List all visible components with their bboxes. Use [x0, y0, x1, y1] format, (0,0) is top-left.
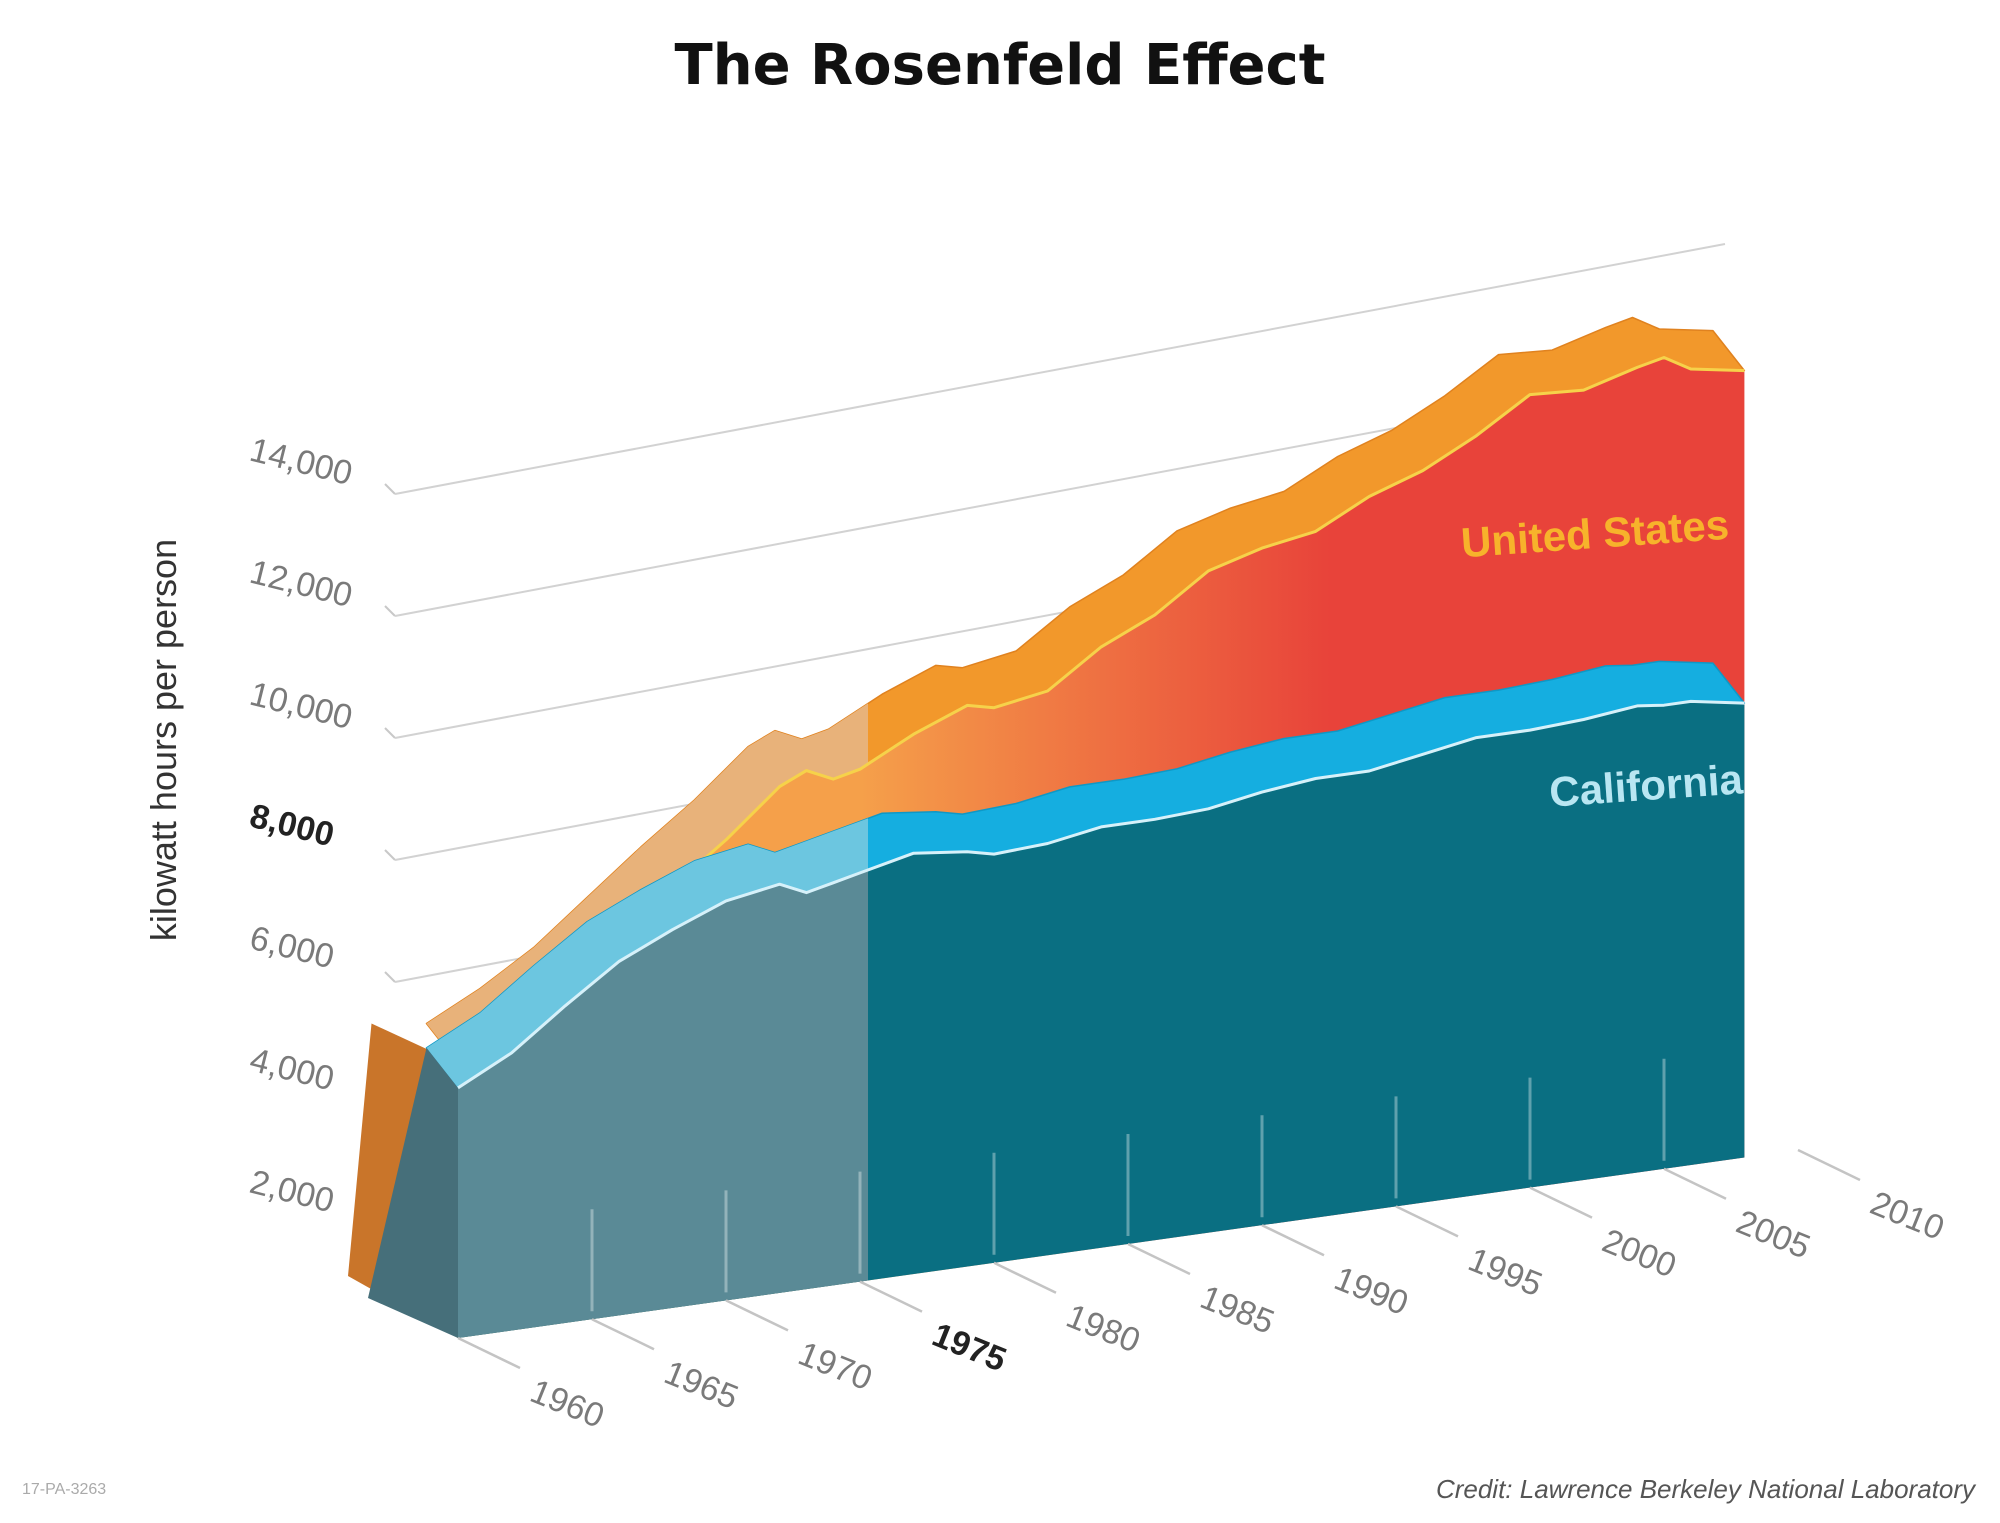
- x-tick-1975: [859, 1280, 923, 1313]
- y-tick-label-4000: 4,000: [246, 1041, 338, 1098]
- side-face-california: [368, 1047, 458, 1338]
- y-tick-label-8000: 8,000: [246, 797, 338, 854]
- gridline-tick-12000: [384, 605, 396, 617]
- x-tick-label-2005: 2005: [1731, 1203, 1815, 1267]
- figure-code: 17-PA-3263: [22, 1481, 106, 1498]
- x-tick-label-1965: 1965: [659, 1353, 743, 1417]
- x-tick-1960: [457, 1336, 521, 1370]
- x-tick-label-1960: 1960: [525, 1372, 609, 1436]
- y-tick-label-10000: 10,000: [246, 675, 356, 737]
- x-tick-label-2010: 2010: [1865, 1184, 1949, 1248]
- y-tick-label-12000: 12,000: [246, 553, 356, 615]
- x-tick-1970: [725, 1299, 789, 1332]
- line-california: [457, 699, 1745, 1090]
- x-tick-label-1995: 1995: [1463, 1241, 1547, 1305]
- x-tick-label-2000: 2000: [1597, 1222, 1681, 1286]
- x-tick-2000: [1529, 1186, 1593, 1219]
- y-tick-label-2000: 2,000: [246, 1163, 338, 1220]
- area-front-california-pre1975: [458, 869, 868, 1338]
- chart-title: The Rosenfeld Effect: [675, 33, 1326, 98]
- x-tick-2010: [1797, 1148, 1861, 1182]
- x-tick-label-1980: 1980: [1061, 1297, 1145, 1361]
- gridline-tick-10000: [384, 727, 396, 739]
- y-axis-label: kilowatt hours per person: [143, 539, 184, 941]
- area-top-california-pre1975: [426, 818, 868, 1088]
- gridline-tick-6000: [384, 971, 396, 983]
- y-tick-label-6000: 6,000: [246, 919, 338, 976]
- y-tick-label-14000: 14,000: [246, 431, 356, 493]
- x-tick-1985: [1127, 1242, 1191, 1276]
- x-tick-marks: [457, 1058, 1861, 1370]
- x-tick-label-1975: 1975: [927, 1316, 1011, 1380]
- x-tick-1990: [1261, 1224, 1325, 1257]
- x-tick-2005: [1663, 1167, 1727, 1200]
- x-tick-label-1990: 1990: [1329, 1259, 1413, 1323]
- x-tick-label-1985: 1985: [1195, 1278, 1279, 1342]
- gridline-14000: [394, 243, 1726, 495]
- x-tick-label-1970: 1970: [793, 1335, 877, 1399]
- gridline-tick-14000: [384, 483, 396, 495]
- gridline-tick-8000: [384, 849, 396, 861]
- x-tick-1965: [591, 1318, 655, 1351]
- plot-areas: [348, 316, 1746, 1338]
- x-tick-1980: [993, 1261, 1057, 1294]
- credit-text: Credit: Lawrence Berkeley National Labor…: [1436, 1474, 1977, 1504]
- x-tick-1995: [1395, 1205, 1459, 1238]
